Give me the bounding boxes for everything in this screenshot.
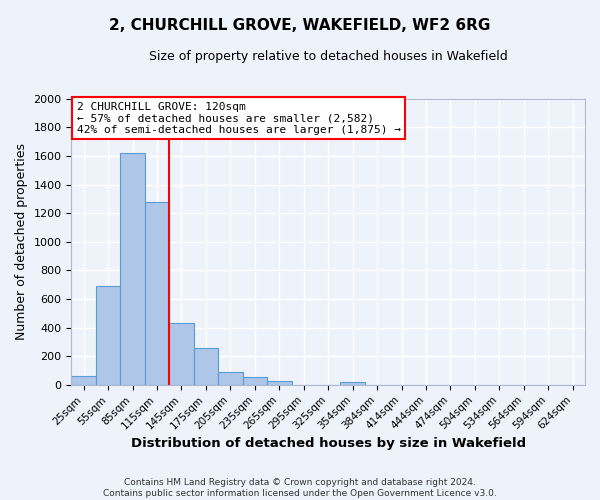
Bar	[194, 348, 218, 385]
Text: Contains HM Land Registry data © Crown copyright and database right 2024.
Contai: Contains HM Land Registry data © Crown c…	[103, 478, 497, 498]
Bar	[71, 376, 96, 385]
X-axis label: Distribution of detached houses by size in Wakefield: Distribution of detached houses by size …	[131, 437, 526, 450]
Text: 2 CHURCHILL GROVE: 120sqm
← 57% of detached houses are smaller (2,582)
42% of se: 2 CHURCHILL GROVE: 120sqm ← 57% of detac…	[77, 102, 401, 135]
Bar	[145, 202, 169, 385]
Bar	[242, 378, 267, 385]
Bar	[121, 152, 145, 385]
Y-axis label: Number of detached properties: Number of detached properties	[15, 144, 28, 340]
Bar	[96, 286, 121, 385]
Bar	[267, 380, 292, 385]
Text: 2, CHURCHILL GROVE, WAKEFIELD, WF2 6RG: 2, CHURCHILL GROVE, WAKEFIELD, WF2 6RG	[109, 18, 491, 32]
Bar	[218, 372, 242, 385]
Title: Size of property relative to detached houses in Wakefield: Size of property relative to detached ho…	[149, 50, 508, 63]
Bar	[169, 324, 194, 385]
Bar	[340, 382, 365, 385]
